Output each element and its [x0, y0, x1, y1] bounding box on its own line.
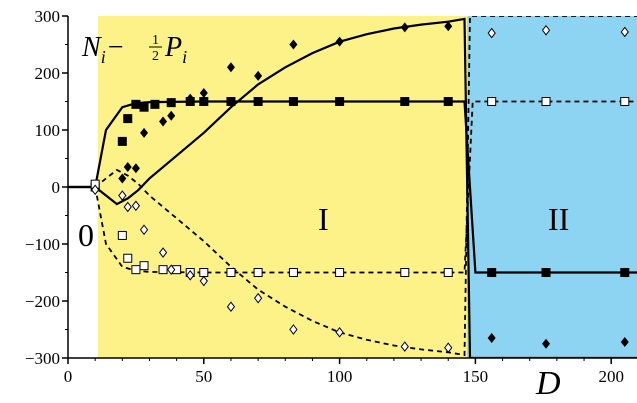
point-open-square-8 — [200, 269, 208, 277]
point-filled-square-13 — [400, 97, 409, 106]
point-open-square-3 — [132, 266, 140, 274]
region-label-i: I — [318, 201, 329, 237]
y-tick-label-3: 0 — [52, 178, 61, 197]
point-open-square-17 — [621, 98, 629, 106]
region-label-0: 0 — [78, 217, 94, 253]
point-filled-square-3 — [131, 100, 140, 109]
point-filled-square-2 — [123, 114, 132, 123]
point-open-square-4 — [140, 262, 148, 270]
point-filled-square-1 — [118, 137, 127, 146]
y-tick-label-5: 200 — [35, 64, 61, 83]
region-bg-1 — [98, 16, 467, 358]
x-tick-label-4: 200 — [598, 367, 624, 386]
point-open-square-11 — [289, 269, 297, 277]
point-filled-square-4 — [140, 103, 149, 112]
point-open-square-5 — [159, 266, 167, 274]
point-open-square-16 — [542, 98, 550, 106]
region-bg-2 — [467, 16, 637, 358]
x-tick-label-1: 50 — [195, 367, 212, 386]
point-filled-square-11 — [289, 97, 298, 106]
point-filled-square-15 — [487, 268, 496, 277]
point-filled-square-16 — [542, 268, 551, 277]
region-backgrounds — [68, 16, 637, 358]
point-open-square-2 — [124, 254, 132, 262]
region-label-ii: II — [548, 201, 569, 237]
point-open-square-15 — [488, 98, 496, 106]
x-tick-label-3: 150 — [463, 367, 489, 386]
y-tick-label-6: 300 — [35, 7, 61, 26]
x-axis-label: D — [535, 365, 561, 402]
point-open-square-12 — [336, 269, 344, 277]
y-tick-label-2: −100 — [25, 235, 60, 254]
y-tick-label-0: −300 — [25, 349, 60, 368]
point-filled-square-10 — [254, 97, 263, 106]
point-open-square-9 — [227, 269, 235, 277]
point-filled-square-14 — [444, 97, 453, 106]
point-open-square-1 — [118, 231, 126, 239]
point-open-square-13 — [401, 269, 409, 277]
point-open-square-10 — [254, 269, 262, 277]
svg-text:2: 2 — [152, 49, 159, 64]
point-filled-square-9 — [226, 97, 235, 106]
y-tick-label-4: 100 — [35, 121, 61, 140]
point-filled-square-5 — [150, 100, 159, 109]
y-tick-label-1: −200 — [25, 292, 60, 311]
svg-text:1: 1 — [152, 33, 159, 48]
x-tick-label-0: 0 — [64, 367, 73, 386]
x-tick-label-2: 100 — [327, 367, 353, 386]
point-filled-square-8 — [199, 97, 208, 106]
point-open-square-14 — [444, 269, 452, 277]
point-filled-square-17 — [620, 268, 629, 277]
point-filled-square-12 — [335, 97, 344, 106]
point-filled-square-6 — [167, 98, 176, 107]
